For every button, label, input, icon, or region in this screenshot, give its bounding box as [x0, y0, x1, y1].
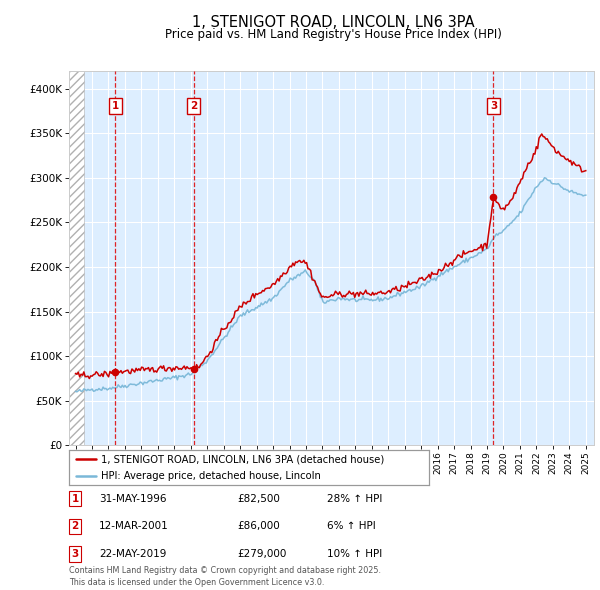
Text: 1: 1 [71, 494, 79, 503]
Text: Price paid vs. HM Land Registry's House Price Index (HPI): Price paid vs. HM Land Registry's House … [164, 28, 502, 41]
Text: £82,500: £82,500 [237, 494, 280, 503]
Text: 6% ↑ HPI: 6% ↑ HPI [327, 522, 376, 531]
Text: 3: 3 [71, 549, 79, 559]
Text: 28% ↑ HPI: 28% ↑ HPI [327, 494, 382, 503]
Text: 10% ↑ HPI: 10% ↑ HPI [327, 549, 382, 559]
Text: 1, STENIGOT ROAD, LINCOLN, LN6 3PA (detached house): 1, STENIGOT ROAD, LINCOLN, LN6 3PA (deta… [101, 454, 385, 464]
Text: 3: 3 [490, 101, 497, 112]
Text: 22-MAY-2019: 22-MAY-2019 [99, 549, 166, 559]
Text: 31-MAY-1996: 31-MAY-1996 [99, 494, 167, 503]
Text: £279,000: £279,000 [237, 549, 286, 559]
Text: 2: 2 [190, 101, 197, 112]
Text: Contains HM Land Registry data © Crown copyright and database right 2025.
This d: Contains HM Land Registry data © Crown c… [69, 566, 381, 587]
Text: £86,000: £86,000 [237, 522, 280, 531]
Text: HPI: Average price, detached house, Lincoln: HPI: Average price, detached house, Linc… [101, 471, 321, 481]
Text: 1, STENIGOT ROAD, LINCOLN, LN6 3PA: 1, STENIGOT ROAD, LINCOLN, LN6 3PA [191, 15, 475, 30]
Text: 12-MAR-2001: 12-MAR-2001 [99, 522, 169, 531]
Text: 1: 1 [112, 101, 119, 112]
Text: 2: 2 [71, 522, 79, 531]
